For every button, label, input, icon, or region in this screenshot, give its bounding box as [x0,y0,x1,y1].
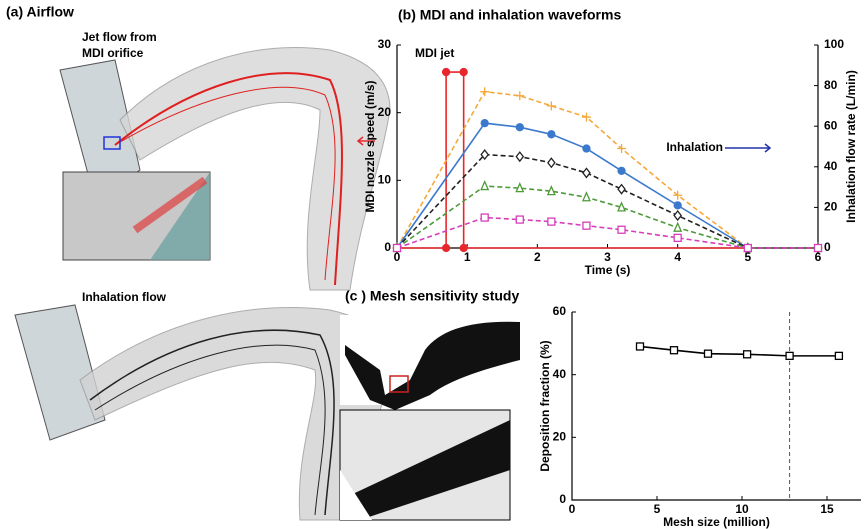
marker [705,350,712,357]
x-axis-label: Time (s) [585,263,631,277]
x-tick-label: 0 [569,502,576,516]
marker [443,245,450,252]
marker [443,69,450,76]
series-line [397,123,818,248]
marker [516,216,523,223]
marker [583,168,590,177]
marker [548,218,555,225]
marker [548,131,555,138]
marker [637,343,644,350]
marker [674,223,681,231]
x-tick-label: 4 [674,250,681,264]
y-tick-label: 20 [553,430,567,444]
marker [835,352,842,359]
x-tick-label: 3 [604,250,611,264]
y-tick-label: 10 [378,173,392,187]
y-tick-label: 20 [378,105,392,119]
marker [671,347,678,354]
x-axis-label: Mesh size (million) [663,515,770,529]
marker [583,222,590,229]
marker [618,226,625,233]
chart-title: (b) MDI and inhalation waveforms [398,7,621,23]
marker [516,184,523,192]
y2-tick-label: 40 [824,159,838,173]
series-line [640,346,839,355]
x-tick-label: 15 [820,502,834,516]
mesh-image [340,315,525,520]
marker [548,187,555,195]
marker [480,87,489,96]
series-line [397,92,818,248]
y2-tick-label: 60 [824,118,838,132]
marker [744,245,751,252]
annotation: MDI jet [415,46,454,60]
annotation: Inhalation [666,140,723,154]
x-tick-label: 5 [654,502,661,516]
y-tick-label: 30 [378,37,392,51]
y-tick-label: 60 [553,304,567,318]
marker [516,124,523,131]
marker [516,152,523,161]
marker [481,120,488,127]
marker [674,234,681,241]
marker [515,91,524,100]
inhalation-label: Inhalation flow [82,290,167,304]
y-axis-label: MDI nozzle speed (m/s) [363,80,377,212]
airway-image-top [60,48,390,290]
marker [744,351,751,358]
y-tick-label: 40 [553,367,567,381]
y2-tick-label: 80 [824,78,838,92]
marker [618,185,625,194]
axis-frame [572,312,861,500]
marker [394,245,401,252]
marker [481,182,488,190]
y2-tick-label: 100 [824,37,844,51]
series-line [397,218,818,248]
marker [481,214,488,221]
x-tick-label: 2 [534,250,541,264]
marker [786,352,793,359]
marker [583,145,590,152]
y-tick-label: 0 [384,240,391,254]
axis-frame [397,45,818,248]
marker [583,193,590,201]
panel-title: (a) Airflow [6,4,74,20]
jet-label: Jet flow from [82,30,157,44]
y-axis-label: Deposition fraction (%) [538,340,552,471]
airway-image-bottom [15,305,391,520]
chart-title: (c ) Mesh sensitivity study [345,288,519,304]
marker [547,101,556,110]
marker [674,202,681,209]
arrow [725,144,770,152]
y-tick-label: 0 [559,492,566,506]
marker [674,211,681,220]
marker [815,245,822,252]
jet-label: MDI orifice [82,46,144,60]
x-tick-label: 10 [735,502,749,516]
y2-tick-label: 0 [824,240,831,254]
marker [618,167,625,174]
page: {"panels": {"a_title": "(a) Airflow", "j… [0,0,864,529]
x-tick-label: 1 [464,250,471,264]
marker [618,203,625,211]
marker [548,158,555,167]
y2-axis-label: Inhalation flow rate (L/min) [844,70,858,223]
y2-tick-label: 20 [824,200,838,214]
marker [460,245,467,252]
series-line [397,155,818,248]
series-line [397,72,818,248]
series-line [397,186,818,248]
figure: (a) Airflow Jet flow from MDI orifice In… [0,0,864,529]
marker [460,69,467,76]
